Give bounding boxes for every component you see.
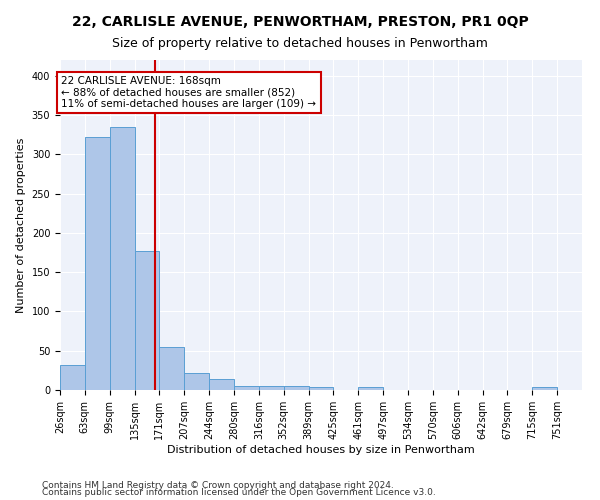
Text: Size of property relative to detached houses in Penwortham: Size of property relative to detached ho… xyxy=(112,38,488,51)
Text: Contains HM Land Registry data © Crown copyright and database right 2024.: Contains HM Land Registry data © Crown c… xyxy=(42,480,394,490)
Text: 22, CARLISLE AVENUE, PENWORTHAM, PRESTON, PR1 0QP: 22, CARLISLE AVENUE, PENWORTHAM, PRESTON… xyxy=(71,15,529,29)
Bar xyxy=(308,387,334,390)
Bar xyxy=(532,387,557,390)
Bar xyxy=(358,387,383,390)
Bar xyxy=(85,137,110,390)
Bar xyxy=(184,372,209,390)
Bar xyxy=(134,251,160,390)
Bar xyxy=(160,347,184,390)
X-axis label: Distribution of detached houses by size in Penwortham: Distribution of detached houses by size … xyxy=(167,444,475,454)
Text: Contains public sector information licensed under the Open Government Licence v3: Contains public sector information licen… xyxy=(42,488,436,497)
Bar xyxy=(110,127,134,390)
Bar xyxy=(284,386,308,390)
Bar xyxy=(234,386,259,390)
Bar xyxy=(209,379,234,390)
Bar xyxy=(60,365,85,390)
Text: 22 CARLISLE AVENUE: 168sqm
← 88% of detached houses are smaller (852)
11% of sem: 22 CARLISLE AVENUE: 168sqm ← 88% of deta… xyxy=(61,76,316,109)
Y-axis label: Number of detached properties: Number of detached properties xyxy=(16,138,26,312)
Bar xyxy=(259,386,284,390)
